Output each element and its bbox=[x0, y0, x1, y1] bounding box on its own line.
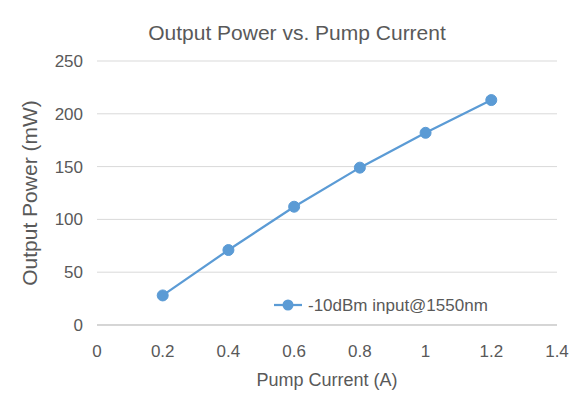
x-tick-label: 1.4 bbox=[545, 342, 569, 361]
series-line bbox=[163, 100, 492, 295]
data-point bbox=[157, 290, 168, 301]
data-point bbox=[223, 245, 234, 256]
y-tick-label: 0 bbox=[74, 316, 83, 335]
x-tick-label: 1.2 bbox=[479, 342, 503, 361]
legend-label: -10dBm input@1550nm bbox=[308, 296, 488, 315]
x-tick-label: 1 bbox=[421, 342, 430, 361]
x-axis-label: Pump Current (A) bbox=[256, 370, 397, 390]
y-tick-label: 150 bbox=[55, 158, 83, 177]
x-tick-label: 0.2 bbox=[151, 342, 175, 361]
y-tick-label: 200 bbox=[55, 105, 83, 124]
y-tick-label: 50 bbox=[64, 263, 83, 282]
grid-line bbox=[97, 325, 557, 326]
y-tick-label: 250 bbox=[55, 52, 83, 71]
data-point bbox=[289, 201, 300, 212]
grid-line bbox=[97, 219, 557, 220]
plot-area bbox=[157, 95, 497, 301]
grid-line bbox=[97, 272, 557, 273]
x-tick-label: 0.6 bbox=[282, 342, 306, 361]
x-tick-label: 0 bbox=[92, 342, 101, 361]
grid-line bbox=[97, 61, 557, 62]
grid-line bbox=[97, 166, 557, 167]
data-point bbox=[486, 95, 497, 106]
chart-title: Output Power vs. Pump Current bbox=[148, 21, 446, 44]
data-point bbox=[354, 162, 365, 173]
data-point bbox=[420, 127, 431, 138]
grid-line bbox=[97, 113, 557, 114]
chart-svg: Output Power vs. Pump Current 0 50 100 150 20… bbox=[0, 0, 588, 396]
y-tick-label: 100 bbox=[55, 210, 83, 229]
chart-container: Output Power vs. Pump Current 0 50 100 150 20… bbox=[0, 0, 588, 396]
x-axis-line bbox=[97, 325, 557, 326]
y-axis-label: Output Power (mW) bbox=[18, 100, 41, 286]
legend-marker bbox=[283, 300, 294, 311]
x-tick-label: 0.8 bbox=[348, 342, 372, 361]
x-tick-label: 0.4 bbox=[217, 342, 241, 361]
legend: -10dBm input@1550nm bbox=[274, 296, 488, 315]
